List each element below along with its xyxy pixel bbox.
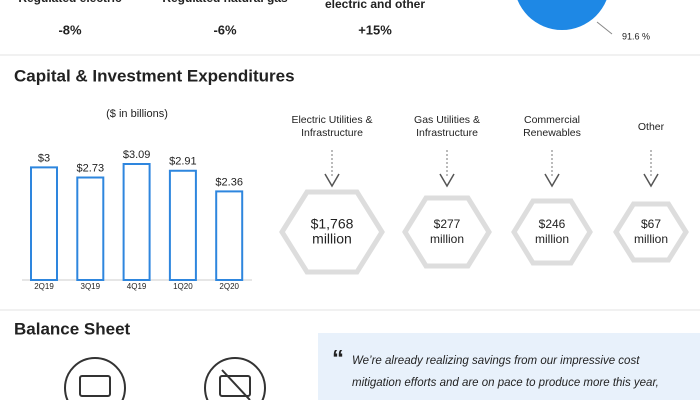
section-title: Balance Sheet bbox=[14, 319, 131, 338]
data-label: $2.36 bbox=[215, 176, 243, 188]
x-tick-label: 4Q19 bbox=[127, 282, 147, 291]
quote-line: We’re already realizing savings from our… bbox=[352, 355, 640, 367]
arrow-head bbox=[643, 173, 659, 188]
bar bbox=[30, 166, 58, 282]
hexagon bbox=[279, 189, 385, 275]
segment-label: Electric Utilities & bbox=[291, 114, 372, 126]
hexagon bbox=[613, 201, 689, 263]
bar bbox=[215, 190, 244, 281]
icon bbox=[219, 375, 251, 397]
x-tick-label: 2Q19 bbox=[34, 282, 54, 291]
data-label: $2.73 bbox=[77, 162, 105, 174]
arrow-head bbox=[544, 173, 560, 188]
metric-label: Regulated natural gas bbox=[162, 0, 288, 5]
x-tick-label: 1Q20 bbox=[173, 282, 193, 291]
data-label: $3 bbox=[38, 152, 50, 164]
arrow-head bbox=[439, 173, 455, 188]
icon bbox=[221, 369, 251, 400]
segment-label: Infrastructure bbox=[416, 127, 478, 139]
pie-slice bbox=[517, 0, 607, 30]
x-tick-label: 3Q19 bbox=[81, 282, 101, 291]
metric-label: Regulated electric bbox=[18, 0, 122, 5]
metric-change: +15% bbox=[358, 22, 392, 37]
segment-label: Gas Utilities & bbox=[414, 114, 480, 126]
quote-mark: “ bbox=[332, 345, 344, 372]
icon bbox=[204, 357, 266, 400]
segment-amount: $67 bbox=[641, 217, 661, 231]
segment-amount: $1,768 bbox=[311, 216, 354, 232]
metric-label: electric and other bbox=[325, 0, 425, 11]
icon bbox=[79, 375, 111, 397]
data-label: $2.91 bbox=[169, 156, 197, 168]
hexagon bbox=[402, 195, 492, 269]
icon bbox=[64, 357, 126, 400]
quote-line: mitigation efforts and are on pace to pr… bbox=[352, 377, 659, 389]
segment-label: Other bbox=[638, 121, 665, 133]
segment-unit: million bbox=[430, 232, 464, 246]
bar bbox=[76, 176, 105, 281]
metric-change: -6% bbox=[213, 22, 237, 37]
segment-amount: $246 bbox=[539, 217, 566, 231]
segment-unit: million bbox=[634, 232, 668, 246]
segment-unit: million bbox=[312, 231, 352, 247]
x-tick-label: 2Q20 bbox=[219, 282, 239, 291]
segment-unit: million bbox=[535, 232, 569, 246]
quote-box bbox=[318, 333, 700, 400]
metric-change: -8% bbox=[58, 22, 82, 37]
section-title: Capital & Investment Expenditures bbox=[14, 66, 295, 85]
pie-label: 91.6 % bbox=[622, 31, 650, 41]
hexagon bbox=[511, 198, 593, 266]
leader-line bbox=[596, 21, 613, 35]
bar bbox=[168, 169, 197, 281]
arrow-head bbox=[324, 173, 340, 188]
bar bbox=[122, 163, 151, 281]
segment-label: Commercial bbox=[524, 114, 580, 126]
chart-subtitle: ($ in billions) bbox=[106, 108, 168, 120]
segment-label: Infrastructure bbox=[301, 127, 363, 139]
segment-label: Renewables bbox=[523, 127, 581, 139]
data-label: $3.09 bbox=[123, 149, 151, 161]
segment-amount: $277 bbox=[434, 217, 461, 231]
